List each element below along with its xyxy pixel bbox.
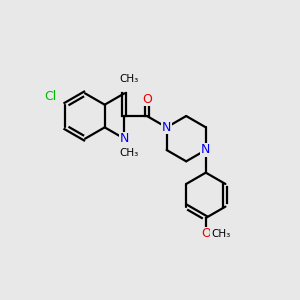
Text: Cl: Cl <box>45 90 57 103</box>
Text: CH₃: CH₃ <box>211 229 230 239</box>
Text: O: O <box>142 92 152 106</box>
Text: N: N <box>201 143 211 157</box>
Text: CH₃: CH₃ <box>119 148 139 158</box>
Text: N: N <box>120 132 129 145</box>
Text: O: O <box>201 227 211 240</box>
Text: N: N <box>162 121 171 134</box>
Text: CH₃: CH₃ <box>119 74 139 85</box>
